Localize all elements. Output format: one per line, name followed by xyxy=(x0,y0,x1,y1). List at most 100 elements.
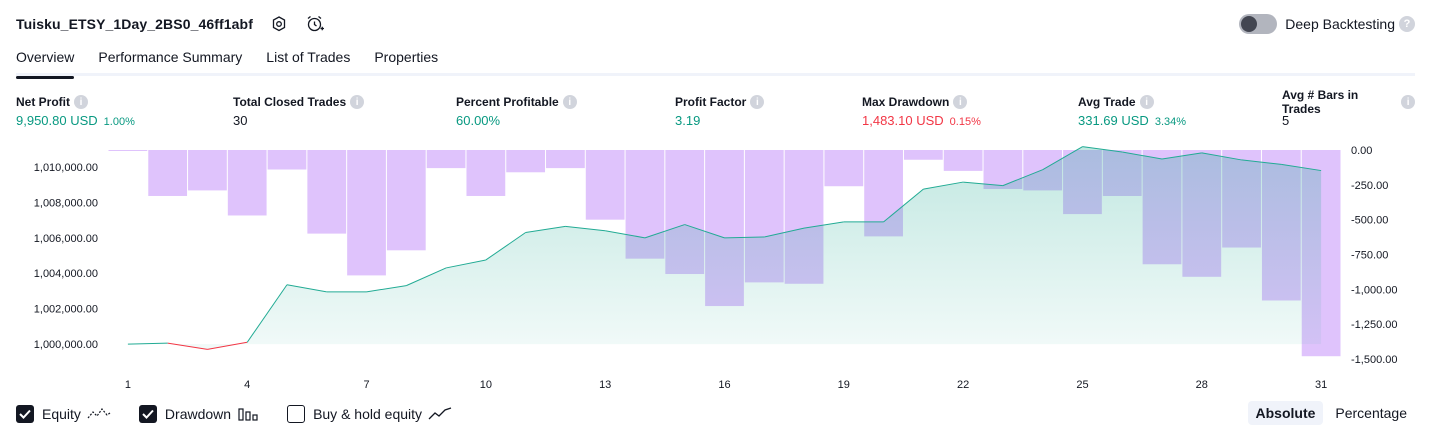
drawdown-bar xyxy=(227,150,267,216)
equity-segment xyxy=(644,224,685,239)
drawdown-bar xyxy=(108,150,148,151)
info-icon[interactable]: i xyxy=(1401,95,1415,109)
legend-equity[interactable]: Equity xyxy=(16,405,111,423)
x-tick-label: 28 xyxy=(1196,379,1208,391)
metric-label: Avg # Bars in Trades xyxy=(1282,88,1359,116)
equity-segment xyxy=(445,259,486,269)
deep-backtesting-control: Deep Backtesting ? xyxy=(1239,12,1415,36)
right-tick-label: 0.00 xyxy=(1351,145,1372,157)
left-axis: 1,000,000.00 1,002,000.00 1,004,000.00 1,00… xyxy=(34,162,98,351)
right-tick-label: -750.00 xyxy=(1351,250,1388,262)
chart-legend: Equity Drawdown Buy & hold equity xyxy=(16,403,480,425)
right-tick-label: -500.00 xyxy=(1351,215,1388,227)
help-icon[interactable]: ? xyxy=(1399,16,1415,32)
equity-segment xyxy=(406,267,447,287)
buy-hold-checkbox[interactable] xyxy=(287,405,306,423)
x-tick-label: 10 xyxy=(480,379,492,391)
drawdown-bar xyxy=(466,150,506,196)
tab-performance-summary[interactable]: Performance Summary xyxy=(98,49,243,65)
info-icon[interactable]: i xyxy=(953,95,968,109)
tab-list-of-trades[interactable]: List of Trades xyxy=(266,49,351,65)
equity-segment xyxy=(525,225,566,234)
drawdown-bar xyxy=(148,150,188,196)
left-tick-label: 1,010,000.00 xyxy=(34,162,98,174)
metric-label: Net Profit xyxy=(16,95,70,109)
metric-avg-trade: Avg Trade i 331.69 USD 3.34% xyxy=(1078,94,1186,128)
x-tick-label: 7 xyxy=(363,379,369,391)
equity-segment xyxy=(167,342,208,350)
alarm-clock-icon[interactable] xyxy=(305,14,325,34)
equity-line xyxy=(127,146,1322,350)
drawdown-bar xyxy=(307,150,347,234)
drawdown-bar xyxy=(943,150,983,171)
left-tick-label: 1,004,000.00 xyxy=(34,268,98,280)
equity-segment xyxy=(1161,152,1202,160)
metric-label: Percent Profitable xyxy=(456,95,559,109)
right-tick-label: -250.00 xyxy=(1351,180,1388,192)
metrics-row: Net Profit i 9,950.80 USD 1.00% Total Clos… xyxy=(16,88,1415,130)
x-tick-label: 19 xyxy=(838,379,850,391)
metric-percent-profitable: Percent Profitable i 60.00% xyxy=(456,94,577,128)
report-tabs: Overview Performance Summary List of Tra… xyxy=(16,44,1415,79)
info-icon[interactable]: i xyxy=(350,95,365,109)
equity-segment xyxy=(1082,146,1123,153)
tab-overview[interactable]: Overview xyxy=(16,44,75,79)
equity-area xyxy=(127,146,1322,350)
drawdown-bar xyxy=(267,150,307,170)
equity-segment xyxy=(605,230,646,239)
equity-segment xyxy=(207,341,248,350)
equity-segment xyxy=(1122,151,1163,160)
metric-value: 9,950.80 USD xyxy=(16,113,98,128)
metric-sub-value: 1.00% xyxy=(103,116,135,128)
mode-percentage-button[interactable]: Percentage xyxy=(1335,405,1407,421)
info-icon[interactable]: i xyxy=(750,95,765,109)
equity-line-icon xyxy=(87,406,111,422)
equity-segment xyxy=(963,181,1003,187)
drawdown-checkbox[interactable] xyxy=(138,405,157,423)
left-tick-label: 1,002,000.00 xyxy=(34,304,98,316)
drawdown-bar xyxy=(546,150,585,169)
equity-segment xyxy=(764,227,805,238)
legend-buy-hold-equity[interactable]: Buy & hold equity xyxy=(287,405,452,423)
equity-fill xyxy=(127,146,1322,350)
right-tick-label: -1,500.00 xyxy=(1351,354,1397,366)
legend-drawdown[interactable]: Drawdown xyxy=(138,405,259,423)
metric-value: 331.69 USD xyxy=(1078,113,1149,128)
right-tick-label: -1,250.00 xyxy=(1351,319,1397,331)
strategy-title: Tuisku_ETSY_1Day_2BS0_46ff1abf xyxy=(16,16,253,32)
deep-backtesting-label: Deep Backtesting xyxy=(1285,16,1395,32)
metric-value: 60.00% xyxy=(456,113,501,128)
info-icon[interactable]: i xyxy=(74,95,88,109)
info-icon[interactable]: i xyxy=(1139,95,1154,109)
info-icon[interactable]: i xyxy=(562,95,577,109)
mode-absolute-button[interactable]: Absolute xyxy=(1247,401,1324,425)
tab-properties[interactable]: Properties xyxy=(374,49,439,65)
x-tick-label: 4 xyxy=(244,379,250,391)
metric-max-drawdown: Max Drawdown i 1,483.10 USD 0.15% xyxy=(862,94,981,128)
x-tick-label: 13 xyxy=(599,379,611,391)
equity-segment xyxy=(724,236,765,239)
x-tick-label: 16 xyxy=(718,379,730,391)
legend-buy-hold-label: Buy & hold equity xyxy=(313,406,423,422)
legend-equity-label: Equity xyxy=(42,406,81,422)
deep-backtesting-toggle[interactable] xyxy=(1239,14,1278,34)
drawdown-bar xyxy=(585,150,625,220)
x-tick-label: 1 xyxy=(125,379,131,391)
equity-segment xyxy=(1002,169,1043,187)
equity-segment xyxy=(684,224,725,239)
equity-segment xyxy=(286,284,327,293)
metric-label: Avg Trade xyxy=(1078,95,1136,109)
drawdown-bar xyxy=(506,150,546,173)
right-tick-label: -1,000.00 xyxy=(1351,284,1397,296)
metric-label: Total Closed Trades xyxy=(233,95,347,109)
right-axis: 0.00 -250.00 -500.00 -750.00 -1,000.00 -1,250… xyxy=(1351,145,1397,366)
equity-segment xyxy=(565,225,606,232)
metric-avg-bars-in-trades: Avg # Bars in Trades i 5 xyxy=(1282,88,1415,128)
metric-net-profit: Net Profit i 9,950.80 USD 1.00% xyxy=(16,94,135,128)
metric-sub-value: 0.15% xyxy=(949,116,981,128)
equity-drawdown-chart[interactable]: 1,000,000.00 1,002,000.00 1,004,000.00 1,00… xyxy=(0,138,1431,400)
strategy-header: Tuisku_ETSY_1Day_2BS0_46ff1abf xyxy=(16,12,325,36)
settings-gear-icon[interactable] xyxy=(269,14,289,34)
equity-checkbox[interactable] xyxy=(16,405,34,423)
metric-label: Profit Factor xyxy=(675,95,747,109)
